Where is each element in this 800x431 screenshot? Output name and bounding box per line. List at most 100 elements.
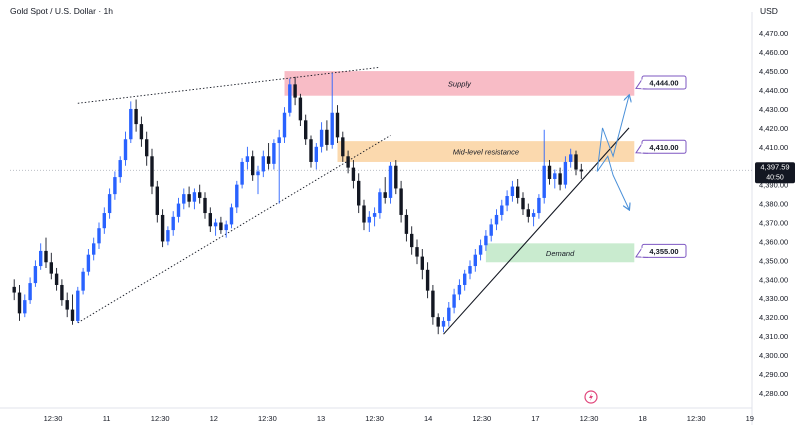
candle: [420, 249, 424, 280]
price-tick-label: 4,440.00: [759, 86, 788, 95]
candle: [60, 279, 64, 306]
candle: [33, 260, 38, 287]
lightning-icon[interactable]: [584, 390, 598, 404]
candle: [240, 158, 244, 189]
candle: [537, 194, 541, 219]
candles-layer: [12, 72, 583, 335]
price-tick-label: 4,420.00: [759, 124, 788, 133]
candle: [187, 186, 191, 208]
candle: [547, 160, 552, 185]
current-price-marker: 4,397.59 40:50: [755, 162, 795, 184]
candle: [213, 218, 218, 236]
price-tick-label: 4,320.00: [759, 313, 788, 322]
candle: [293, 76, 297, 106]
candle: [441, 317, 446, 333]
zone-label: Supply: [448, 79, 472, 88]
candle: [304, 114, 308, 145]
candle: [288, 78, 292, 117]
time-tick-label: 12:30: [44, 414, 63, 423]
candle: [494, 209, 499, 231]
candle: [463, 269, 467, 291]
candle: [309, 135, 313, 168]
candle: [277, 129, 281, 204]
candle: [383, 177, 387, 204]
candle: [44, 237, 48, 268]
time-tick-label: 12:30: [151, 414, 170, 423]
candle: [198, 184, 202, 204]
time-tick-label: 18: [638, 414, 646, 423]
current-price-label: 4,397.59: [760, 162, 789, 171]
candle: [86, 249, 91, 276]
zone-rect: [284, 71, 635, 96]
time-tick-label: 14: [424, 414, 432, 423]
candle: [399, 180, 403, 223]
level-tag-label: 4,355.00: [649, 247, 678, 256]
candle: [123, 131, 128, 166]
candle: [558, 167, 562, 191]
candle: [76, 286, 80, 323]
projection-arrow: [596, 155, 629, 209]
candle: [145, 131, 149, 166]
candle: [526, 203, 530, 223]
candle: [12, 279, 16, 301]
candle: [447, 302, 451, 327]
time-axis[interactable]: 12:30 11 12:30 12 12:30 13 12:30 14 12:30 17 12:30…: [0, 407, 754, 423]
price-tick-label: 4,450.00: [759, 67, 788, 76]
candle: [357, 173, 361, 214]
candle: [325, 120, 329, 151]
time-tick-label: 19: [746, 414, 754, 423]
candle: [563, 156, 568, 189]
candle: [388, 161, 393, 204]
candle: [160, 209, 165, 248]
candle: [579, 163, 583, 179]
trendline: [77, 135, 391, 324]
candle: [219, 216, 223, 234]
time-tick-label: 12:30: [472, 414, 491, 423]
price-tick-label: 4,340.00: [759, 275, 788, 284]
candle: [468, 260, 472, 280]
price-tick-label: 4,470.00: [759, 29, 788, 38]
candle: [70, 294, 75, 325]
candle: [39, 243, 43, 270]
level-tag-label: 4,444.00: [649, 78, 678, 87]
candle: [500, 199, 504, 221]
candle: [129, 101, 133, 144]
candle: [404, 209, 409, 242]
time-tick-label: 17: [531, 414, 539, 423]
candle: [452, 288, 456, 314]
candle: [346, 150, 350, 174]
candle: [251, 150, 255, 181]
candle: [229, 203, 234, 229]
level-tag: 4,355.00: [635, 243, 687, 258]
price-tick-label: 4,300.00: [759, 351, 788, 360]
candle: [23, 294, 27, 318]
price-tick-label: 4,390.00: [759, 181, 788, 190]
candle: [319, 122, 324, 153]
candle: [54, 267, 59, 291]
level-tag: 4,444.00: [635, 75, 687, 90]
candle: [489, 218, 493, 242]
countdown-label: 40:50: [766, 174, 784, 181]
candle: [28, 277, 32, 304]
candle: [107, 188, 112, 219]
candle: [208, 207, 212, 232]
candle: [113, 171, 117, 200]
candle: [171, 211, 175, 236]
candle: [394, 160, 398, 195]
symbol-title: Gold Spot / U.S. Dollar · 1h: [10, 6, 113, 16]
candle: [266, 143, 271, 170]
candle: [473, 249, 477, 272]
candle: [574, 150, 578, 176]
candle: [139, 116, 144, 147]
candle: [505, 190, 509, 212]
candle: [224, 220, 228, 238]
candle: [378, 188, 382, 219]
candle: [415, 239, 419, 265]
level-tags-layer: 4,444.00 4,410.00 4,355.00: [635, 75, 687, 258]
candle: [261, 150, 265, 178]
candle: [521, 192, 525, 215]
currency-label: USD: [760, 6, 778, 16]
zone-label: Mid-level resistance: [453, 148, 519, 157]
candle: [431, 284, 435, 325]
